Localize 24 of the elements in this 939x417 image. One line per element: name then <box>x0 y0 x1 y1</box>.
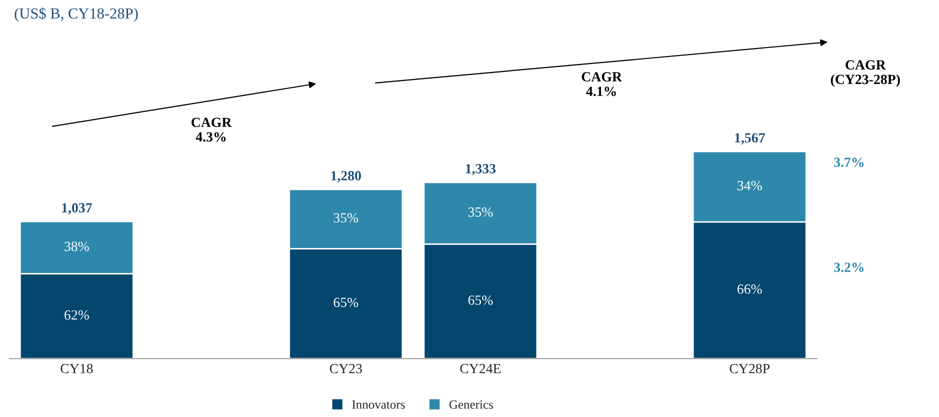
text: 1,567 <box>735 133 765 145</box>
text: 3.2% <box>834 262 864 272</box>
annotation: 62% <box>64 310 89 320</box>
annotation: 1,037 <box>62 203 92 215</box>
text: 3.7% <box>834 158 864 167</box>
annotation: 38% <box>64 242 89 252</box>
legend-label: Generics <box>449 400 493 409</box>
annotation: 1,333 <box>466 164 496 176</box>
legend-label: Innovators <box>352 400 405 409</box>
x-tick-label: CY18 <box>60 364 93 374</box>
text: CAGR (CY23-28P) <box>830 60 900 87</box>
text: CAGR 4.3% <box>192 118 232 142</box>
annotation: 1,280 <box>331 171 361 182</box>
annotation: 35% <box>334 213 358 223</box>
annotation: 65% <box>468 295 493 305</box>
text: CAGR 4.1% <box>582 72 622 96</box>
x-tick-label: CY24E <box>460 364 501 374</box>
annotation: 65% <box>334 298 358 308</box>
x-tick-label: CY23 <box>330 364 362 374</box>
annotation: 66% <box>738 284 762 294</box>
x-tick-label: CY28P <box>730 364 770 374</box>
chart-subtitle: (US$ B, CY18-28P) <box>14 7 138 22</box>
annotation: 34% <box>738 180 762 190</box>
annotation: 35% <box>468 207 493 217</box>
